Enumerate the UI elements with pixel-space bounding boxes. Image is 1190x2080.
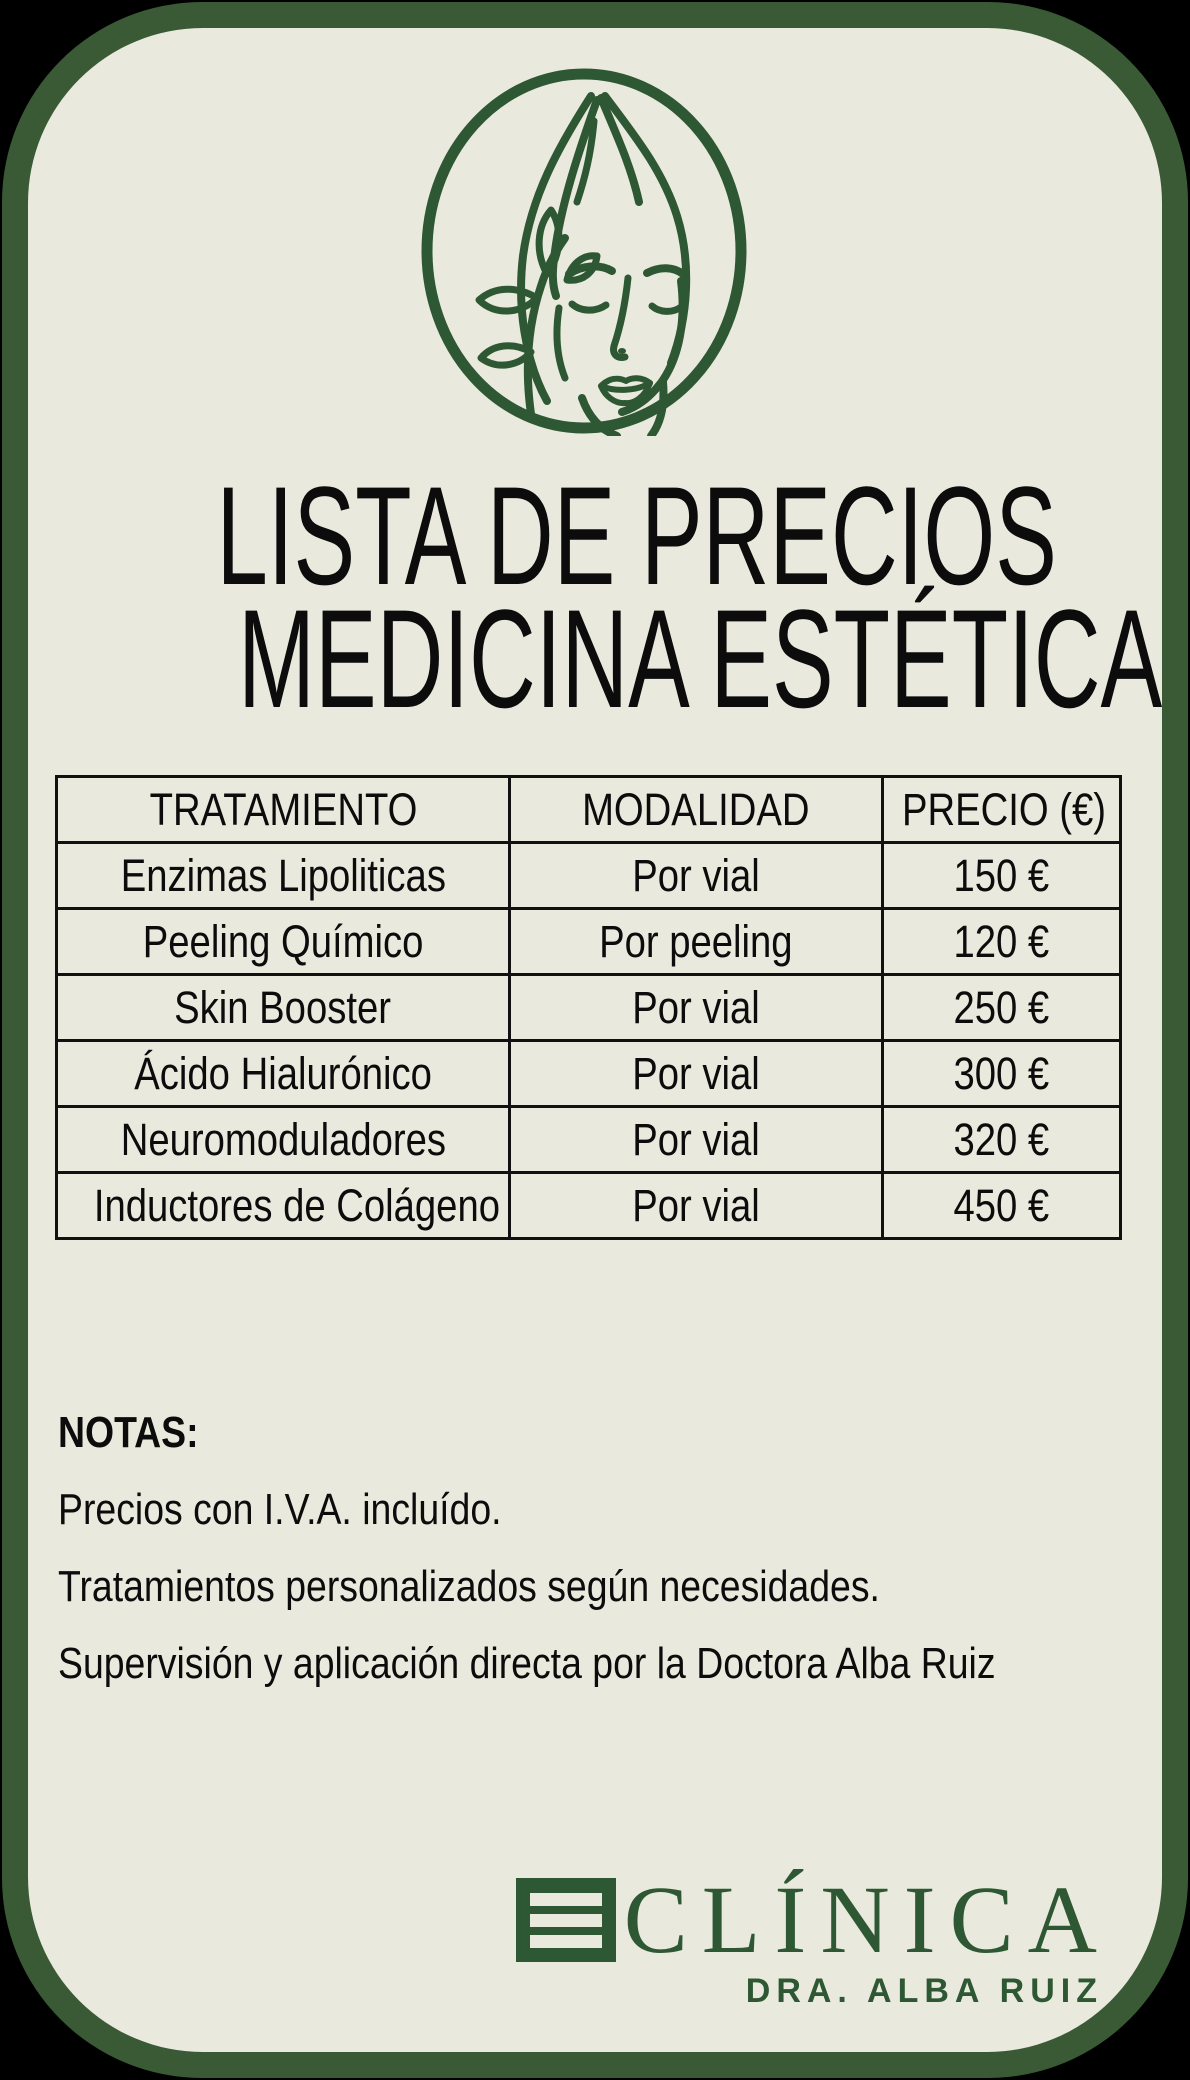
price-cell: 300 € bbox=[881, 1039, 1122, 1108]
brand-subtitle: DRA. ALBA RUIZ bbox=[745, 1972, 1103, 2010]
note-item: Tratamientos personalizados según necesi… bbox=[58, 1562, 880, 1611]
stacked-lines-square-icon bbox=[515, 1878, 616, 1962]
table-header-row: TRATAMIENTO MODALIDAD PRECIO (€) bbox=[55, 775, 1122, 844]
table-row: Inductores de Colágeno Por vial 450 € bbox=[55, 1171, 1122, 1240]
header-modalidad: MODALIDAD bbox=[508, 775, 884, 844]
page-title-line1: LISTA DE PRECIOS bbox=[216, 457, 1057, 614]
table-row: Enzimas Lipoliticas Por vial 150 € bbox=[55, 841, 1122, 910]
woman-face-leaf-logo-icon bbox=[421, 68, 747, 436]
price-cell: 450 € bbox=[881, 1171, 1122, 1240]
table-row: Peeling Químico Por peeling 120 € bbox=[55, 907, 1122, 976]
price-cell: 320 € bbox=[881, 1105, 1122, 1174]
page-title: LISTA DE PRECIOS MEDICINA ESTÉTICA bbox=[0, 457, 1190, 737]
page-title-line2: MEDICINA ESTÉTICA bbox=[238, 580, 1163, 737]
treatment-cell: Enzimas Lipoliticas bbox=[55, 841, 511, 910]
modality-cell: Por vial bbox=[508, 841, 884, 910]
note-item: Precios con I.V.A. incluído. bbox=[58, 1485, 502, 1534]
clinic-brand: CLÍNICA DRA. ALBA RUIZ bbox=[515, 1872, 1097, 2011]
brand-row: CLÍNICA bbox=[515, 1872, 1097, 1968]
treatment-cell: Ácido Hialurónico bbox=[55, 1039, 511, 1108]
modality-cell: Por vial bbox=[508, 1039, 884, 1108]
note-item: Supervisión y aplicación directa por la … bbox=[58, 1639, 996, 1688]
table-row: Neuromoduladores Por vial 320 € bbox=[55, 1105, 1122, 1174]
price-cell: 250 € bbox=[881, 973, 1122, 1042]
price-cell: 150 € bbox=[881, 841, 1122, 910]
notes-section: NOTAS: Precios con I.V.A. incluído. Trat… bbox=[58, 1408, 1148, 1689]
table-row: Skin Booster Por vial 250 € bbox=[55, 973, 1122, 1042]
header-tratamiento: TRATAMIENTO bbox=[55, 775, 511, 844]
treatment-cell: Inductores de Colágeno bbox=[55, 1171, 511, 1240]
price-table: TRATAMIENTO MODALIDAD PRECIO (€) Enzimas… bbox=[55, 775, 1122, 1240]
brand-name: CLÍNICA bbox=[623, 1866, 1111, 1973]
treatment-cell: Peeling Químico bbox=[55, 907, 511, 976]
price-cell: 120 € bbox=[881, 907, 1122, 976]
treatment-cell: Neuromoduladores bbox=[55, 1105, 511, 1174]
treatment-cell: Skin Booster bbox=[55, 973, 511, 1042]
header-precio: PRECIO (€) bbox=[881, 775, 1122, 844]
modality-cell: Por vial bbox=[508, 1171, 884, 1240]
modality-cell: Por vial bbox=[508, 1105, 884, 1174]
modality-cell: Por peeling bbox=[508, 907, 884, 976]
modality-cell: Por vial bbox=[508, 973, 884, 1042]
table-row: Ácido Hialurónico Por vial 300 € bbox=[55, 1039, 1122, 1108]
notes-heading: NOTAS: bbox=[58, 1408, 199, 1457]
